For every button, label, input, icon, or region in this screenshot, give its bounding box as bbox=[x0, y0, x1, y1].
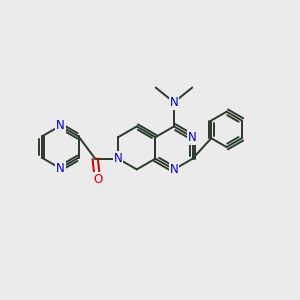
Text: N: N bbox=[114, 152, 122, 165]
Text: N: N bbox=[56, 162, 64, 175]
Text: N: N bbox=[169, 163, 178, 176]
Text: O: O bbox=[93, 173, 102, 186]
Text: N: N bbox=[56, 119, 64, 132]
Text: N: N bbox=[169, 96, 178, 109]
Text: N: N bbox=[188, 131, 197, 144]
